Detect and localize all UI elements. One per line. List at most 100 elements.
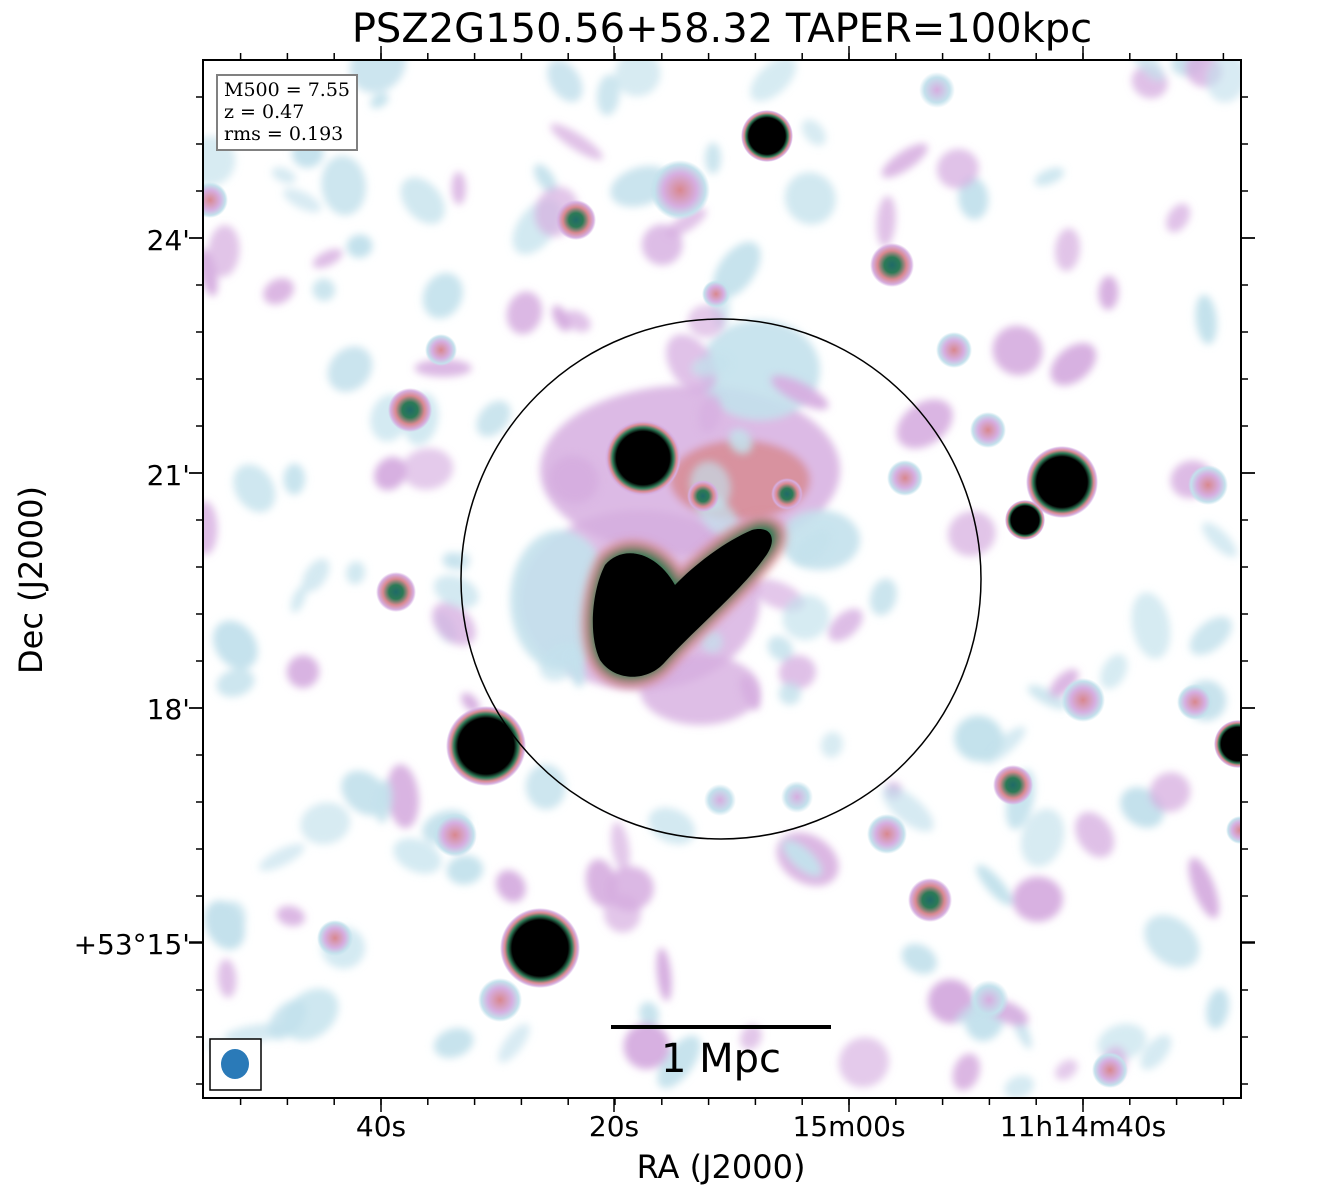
axis-ticks [189,46,1255,1112]
radio-source [1188,465,1228,505]
radio-source [936,332,972,368]
noise-blob [876,195,896,247]
noise-blob [525,764,566,810]
noise-blob [548,455,599,504]
noise-blob [869,578,897,616]
radio-source [970,412,1006,448]
beam-indicator [209,1038,262,1091]
noise-blob [374,456,407,491]
r500-circle [460,318,982,840]
rms-label: rms = 0.193 [224,123,344,145]
radio-source [317,920,353,956]
noise-blob [271,167,296,184]
noise-blob [794,529,831,565]
y-tick-label: 24' [147,224,190,257]
noise-blob [1130,60,1165,82]
radio-source [969,980,1009,1020]
noise-blob [657,1035,701,1089]
noise-blob [374,779,393,824]
noise-blob [701,630,724,653]
redshift-label: z = 0.47 [224,101,305,123]
radio-source [704,784,736,816]
noise-blob [431,602,476,646]
noise-blob [300,802,351,845]
noise-blob [283,188,322,213]
noise-blob [614,60,661,97]
noise-blob [1195,294,1217,345]
noise-blob [882,786,934,832]
x-tick-label: 40s [356,1110,406,1143]
noise-blob [386,764,419,829]
noise-blob [498,1023,530,1063]
noise-blob [217,959,237,998]
noise-blob [451,171,466,205]
noise-blob [838,1037,890,1088]
noise-blob [1055,228,1080,272]
x-axis: 40s 20s 15m00s 11h14m40s RA (J2000) [356,1110,1166,1186]
noise-blob [1131,592,1171,659]
noise-blob [778,682,801,705]
noise-blob [346,234,373,258]
noise-blob [1049,669,1079,698]
noise-blob [936,148,979,189]
noise-blob [422,272,463,319]
noise-blob [393,838,442,874]
noise-blob [782,840,822,877]
radio-source [870,243,914,287]
noise-blob [606,866,654,911]
radio-intensity-map [203,60,1241,1098]
noise-blob [740,1024,762,1050]
noise-blob [446,855,484,885]
radio-source [203,182,228,218]
m500-label: M500 = 7.55 [224,79,351,101]
noise-blob [547,60,583,103]
noise-blob [349,60,406,94]
noise-blob [1100,654,1128,689]
noise-blob [801,119,827,146]
noise-blob [1166,203,1191,233]
radio-source [1214,720,1241,768]
noise-blob [1188,857,1220,919]
compact-sources [203,72,1241,1088]
noise-blob [1027,685,1067,710]
y-tick-label: +53°15' [74,928,190,961]
noise-blob [1004,1075,1035,1098]
radio-source [993,765,1033,805]
x-tick-label: 15m00s [792,1110,905,1143]
x-axis-label: RA (J2000) [637,1148,806,1186]
noise-blob [1020,808,1065,867]
noise-blob [203,501,218,555]
radio-source [702,280,730,308]
radio-source [388,388,432,432]
noise-blob [1050,342,1097,386]
plot-frame [202,59,1242,1099]
noise-blob [400,177,445,224]
noise-blob [705,142,721,174]
radio-source [867,814,907,854]
beam-ellipse [221,1049,249,1079]
noise-blob [1202,522,1237,558]
noise-blob [1149,772,1191,812]
noise-blob [947,511,996,557]
noise-blob [656,947,672,1002]
radio-source [741,110,793,162]
noise-blob [740,675,760,710]
noise-blob [1055,1059,1078,1081]
noise-blob [958,177,989,220]
noise-blob [539,642,582,682]
noise-blob [820,731,843,758]
y-tick-label: 21' [147,459,190,492]
noise-blob [952,1053,980,1091]
noise-blob [881,143,928,178]
radio-source [1226,816,1241,844]
central-extended-source [581,514,788,689]
radio-source [433,813,477,857]
noise-blob [213,620,258,670]
noise-blob [1144,914,1200,968]
noise-blob [976,864,1013,906]
noise-blob [496,870,526,903]
noise-blob [433,1028,474,1058]
noise-blob [312,278,336,301]
noise-blob [728,428,753,454]
